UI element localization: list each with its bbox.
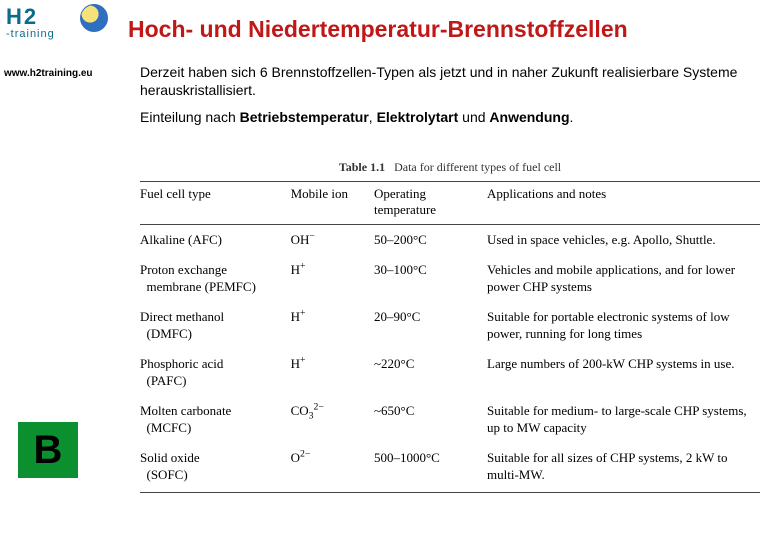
fuelcell-table-wrap: Table 1.1 Data for different types of fu… [140, 160, 760, 493]
cell-ion: OH− [291, 225, 374, 255]
table-row: Phosphoric acid (PAFC)H+~220°CLarge numb… [140, 349, 760, 396]
cell-ion: CO32− [291, 396, 374, 443]
cell-ion: H+ [291, 349, 374, 396]
classification-paragraph: Einteilung nach Betriebstemperatur, Elek… [140, 109, 768, 127]
table-row: Alkaline (AFC)OH−50–200°CUsed in space v… [140, 225, 760, 255]
cell-temp: 500–1000°C [374, 443, 487, 493]
cell-temp: ~650°C [374, 396, 487, 443]
fuelcell-table: Fuel cell type Mobile ion Operating temp… [140, 181, 760, 493]
cell-type: Direct methanol (DMFC) [140, 302, 291, 349]
badge-b: B [18, 422, 78, 478]
cell-notes: Vehicles and mobile applications, and fo… [487, 255, 760, 302]
p2-bold-2: Elektrolytart [377, 109, 459, 125]
p2-sep1: , [369, 109, 377, 125]
table-row: Solid oxide (SOFC)O2−500–1000°CSuitable … [140, 443, 760, 493]
globe-icon [80, 4, 108, 32]
cell-ion: H+ [291, 255, 374, 302]
cell-type: Proton exchange membrane (PEMFC) [140, 255, 291, 302]
th-temp: Operating temperature [374, 182, 487, 225]
table-row: Direct methanol (DMFC)H+20–90°CSuitable … [140, 302, 760, 349]
cell-ion: O2− [291, 443, 374, 493]
cell-temp: 20–90°C [374, 302, 487, 349]
cell-type: Alkaline (AFC) [140, 225, 291, 255]
cell-temp: 30–100°C [374, 255, 487, 302]
p2-end: . [570, 109, 574, 125]
cell-notes: Suitable for portable electronic systems… [487, 302, 760, 349]
table-row: Molten carbonate (MCFC)CO32−~650°CSuitab… [140, 396, 760, 443]
th-notes: Applications and notes [487, 182, 760, 225]
p2-bold-3: Anwendung [489, 109, 569, 125]
page-title: Hoch- und Niedertemperatur-Brennstoffzel… [128, 16, 628, 43]
intro-paragraph: Derzeit haben sich 6 Brennstoffzellen-Ty… [140, 64, 768, 99]
body-text: Derzeit haben sich 6 Brennstoffzellen-Ty… [140, 64, 768, 137]
cell-notes: Large numbers of 200-kW CHP systems in u… [487, 349, 760, 396]
table-caption-text: Data for different types of fuel cell [394, 160, 561, 174]
table-row: Proton exchange membrane (PEMFC)H+30–100… [140, 255, 760, 302]
table-caption-label: Table 1.1 [339, 160, 385, 174]
cell-notes: Suitable for all sizes of CHP systems, 2… [487, 443, 760, 493]
p2-sep2: und [458, 109, 489, 125]
cell-temp: ~220°C [374, 349, 487, 396]
logo: H2 -training [6, 4, 106, 58]
cell-ion: H+ [291, 302, 374, 349]
cell-notes: Used in space vehicles, e.g. Apollo, Shu… [487, 225, 760, 255]
th-type: Fuel cell type [140, 182, 291, 225]
cell-type: Phosphoric acid (PAFC) [140, 349, 291, 396]
p2-bold-1: Betriebstemperatur [240, 109, 369, 125]
cell-type: Molten carbonate (MCFC) [140, 396, 291, 443]
url-label: www.h2training.eu [4, 68, 93, 79]
cell-notes: Suitable for medium- to large-scale CHP … [487, 396, 760, 443]
cell-temp: 50–200°C [374, 225, 487, 255]
table-caption: Table 1.1 Data for different types of fu… [140, 160, 760, 175]
cell-type: Solid oxide (SOFC) [140, 443, 291, 493]
th-ion: Mobile ion [291, 182, 374, 225]
p2-lead: Einteilung nach [140, 109, 240, 125]
